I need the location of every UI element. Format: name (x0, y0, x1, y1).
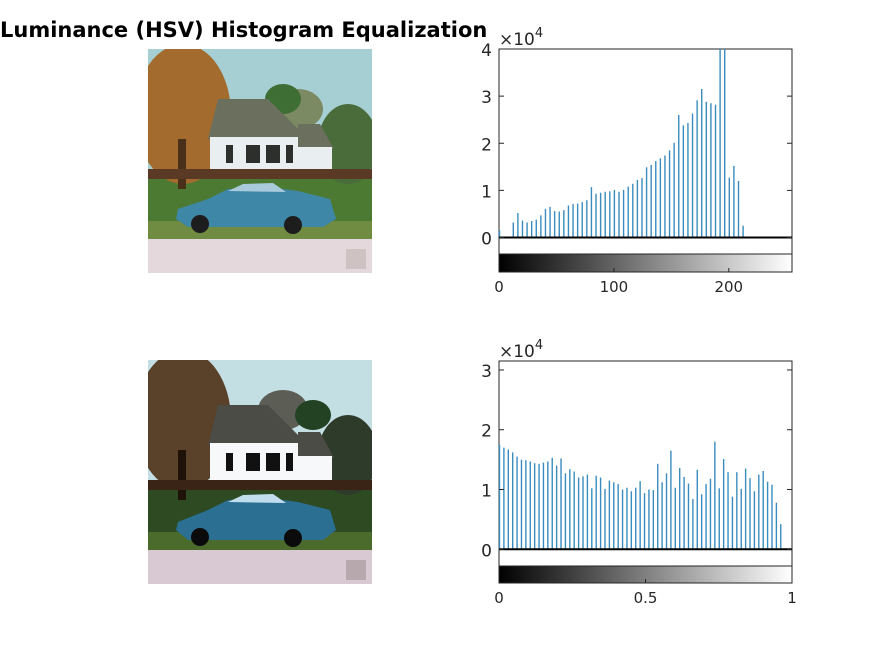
y-tick-label: 0 (481, 230, 492, 250)
original-house-car-photo (148, 49, 372, 273)
figure-title: Luminance (HSV) Histogram Equalization (0, 18, 488, 42)
y-tick-label: 3 (481, 362, 492, 382)
y-exponent-power: 4 (535, 338, 543, 353)
x-tick-label: 100 (600, 278, 629, 296)
equalized-house-car-photo (148, 360, 372, 584)
histogram-original: 0 1 2 3 4 0 100 200 ×104 (481, 26, 793, 296)
y-tick-label: 4 (481, 41, 492, 61)
original-photo-drawing (148, 49, 372, 273)
equalized-photo-drawing (148, 360, 372, 584)
y-exponent-label: ×104 (499, 338, 543, 362)
y-exponent-label: ×104 (499, 26, 543, 50)
y-exponent-power: 4 (535, 26, 543, 41)
x-tick-label: 1 (787, 589, 797, 607)
y-tick-label: 2 (481, 135, 492, 155)
axes-box (498, 48, 793, 273)
y-tick-label: 0 (481, 541, 492, 561)
x-tick-label: 0 (494, 278, 504, 296)
y-tick-label: 1 (481, 182, 492, 202)
x-tick-label: 0 (494, 589, 504, 607)
histogram-equalized: 0 1 2 3 0 0.5 1 ×104 (481, 338, 797, 607)
y-tick-label: 2 (481, 422, 492, 442)
y-tick-label: 1 (481, 481, 492, 501)
x-tick-label: 200 (714, 278, 743, 296)
y-tick-label: 3 (481, 88, 492, 108)
grayscale-colorbar (498, 253, 793, 273)
x-tick-label: 0.5 (634, 589, 658, 607)
